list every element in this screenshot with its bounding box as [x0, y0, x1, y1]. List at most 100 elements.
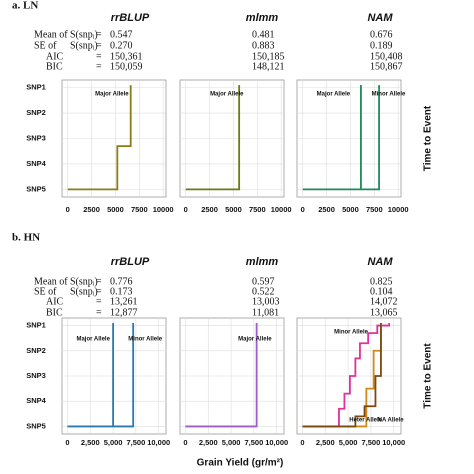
chart: 0 2500 5000 7500 10000 Major Allele [179, 79, 292, 214]
x-tick-label: 10,000 [382, 438, 405, 447]
stat-value: 13,065 [370, 307, 398, 318]
annotation: Major Allele [238, 336, 272, 342]
stat-value: 0.189 [370, 40, 393, 51]
method-header: mlmm [246, 12, 279, 24]
step-line [302, 323, 382, 428]
stat-value: 0.883 [252, 40, 275, 51]
x-tick-label: 5,000 [339, 438, 358, 447]
stat-value: 0.597 [252, 276, 275, 287]
stat-eq: = [96, 29, 102, 40]
stat-term: S(snpᵢ) [70, 276, 98, 287]
x-tick-label: 10,000 [265, 438, 288, 447]
stat-value: 150,361 [110, 51, 143, 62]
stat-eq: = [96, 307, 102, 318]
y-tick-label: SNP5 [26, 184, 46, 193]
x-tick-label: 7,500 [127, 438, 146, 447]
method-header: NAM [367, 256, 393, 268]
method-header: rrBLUP [111, 256, 150, 268]
annotation: Major Allele [76, 336, 110, 342]
panel-label: b. HN [12, 232, 40, 244]
annotation: Major Allele [317, 92, 351, 98]
stat-value: 0.270 [110, 40, 133, 51]
x-tick-label: 5,000 [104, 438, 123, 447]
x-tick-label: 7500 [249, 205, 266, 214]
x-tick-label: 7500 [366, 205, 383, 214]
stat-value: 0.547 [110, 29, 133, 40]
stat-eq: = [96, 40, 102, 51]
stat-label: AIC [46, 51, 64, 62]
x-tick-label: 5000 [225, 205, 242, 214]
method-header: rrBLUP [111, 12, 150, 24]
stat-value: 13,003 [252, 296, 280, 307]
stat-value: 0.522 [252, 286, 275, 297]
x-tick-label: 10000 [153, 205, 174, 214]
annotation: Minor Allele [128, 336, 162, 342]
y-tick-label: SNP4 [26, 396, 46, 405]
step-line [185, 85, 241, 191]
stat-value: 150,059 [110, 61, 143, 72]
x-tick-label: 7500 [131, 205, 148, 214]
stat-eq: = [96, 61, 102, 72]
annotation: NA Allele [378, 418, 405, 424]
y-tick-label: SNP2 [26, 346, 46, 355]
chart: 0 2,500 5,000 7,500 10,000 SNP1 SNP2 SNP3 SNP4 SN… [26, 317, 170, 447]
annotation: Major Allele [210, 92, 244, 98]
stat-value: 14,072 [370, 296, 398, 307]
stat-term: S(snpᵢ) [70, 29, 98, 40]
y-axis-title: Time to Event [423, 343, 434, 409]
stat-value: 0.481 [252, 29, 275, 40]
y-axis-title: Time to Event [423, 105, 434, 171]
x-tick-label: 2,500 [81, 438, 100, 447]
annotation: Heter Allele [349, 418, 382, 424]
y-tick-label: SNP5 [26, 421, 46, 430]
stat-label: SE of [34, 40, 57, 51]
stat-value: 150,185 [252, 51, 285, 62]
y-tick-label: SNP1 [26, 83, 46, 92]
stat-value: 0.104 [370, 286, 393, 297]
stat-eq: = [96, 276, 102, 287]
stat-value: 150,408 [370, 51, 403, 62]
stat-value: 11,081 [252, 307, 279, 318]
y-tick-label: SNP2 [26, 108, 46, 117]
x-tick-label: 2500 [318, 205, 335, 214]
annotation: Minor Allele [334, 329, 368, 335]
chart: 0 2500 5000 7500 10000 Major Allele Minor Alle… [296, 79, 409, 214]
x-tick-label: 0 [301, 205, 305, 214]
stat-eq: = [96, 51, 102, 62]
y-tick-label: SNP1 [26, 321, 46, 330]
stat-value: 0.676 [370, 29, 393, 40]
y-tick-label: SNP4 [26, 159, 46, 168]
annotation: Minor Allele [372, 92, 406, 98]
stat-label: SE of [34, 286, 57, 297]
stat-value: 13,261 [110, 296, 138, 307]
annotation: Major Allele [95, 92, 129, 98]
x-tick-label: 0 [184, 205, 188, 214]
stat-label: Mean of [34, 276, 68, 287]
chart: 0 2,500 5,000 7,500 10,000 Minor Allele Heter … [296, 317, 405, 447]
stat-value: 0.173 [110, 286, 133, 297]
stat-value: 0.776 [110, 276, 133, 287]
x-tick-label: 7,500 [362, 438, 381, 447]
stat-term: S(snpᵢ) [70, 40, 98, 51]
step-line [302, 323, 391, 428]
x-tick-label: 7,500 [245, 438, 264, 447]
stat-eq: = [96, 286, 102, 297]
panel-label: a. LN [12, 0, 38, 12]
stat-label: BIC [46, 307, 63, 318]
step-line [302, 85, 380, 191]
y-tick-label: SNP3 [26, 133, 46, 142]
step-line [185, 323, 258, 428]
stat-value: 0.825 [370, 276, 393, 287]
x-tick-label: 0 [183, 438, 187, 447]
x-tick-label: 10,000 [147, 438, 170, 447]
x-tick-label: 2,500 [199, 438, 218, 447]
method-header: mlmm [246, 256, 279, 268]
chart: 0 2500 5000 7500 10000 SNP1 SNP2 SNP3 SNP4 SNP5 Ma… [26, 79, 174, 214]
x-tick-label: 2500 [201, 205, 218, 214]
x-tick-label: 5000 [107, 205, 124, 214]
stat-value: 148,121 [252, 61, 285, 72]
x-tick-label: 2,500 [316, 438, 335, 447]
x-axis-title: Grain Yield (gr/m²) [197, 458, 284, 469]
x-tick-label: 5,000 [222, 438, 241, 447]
